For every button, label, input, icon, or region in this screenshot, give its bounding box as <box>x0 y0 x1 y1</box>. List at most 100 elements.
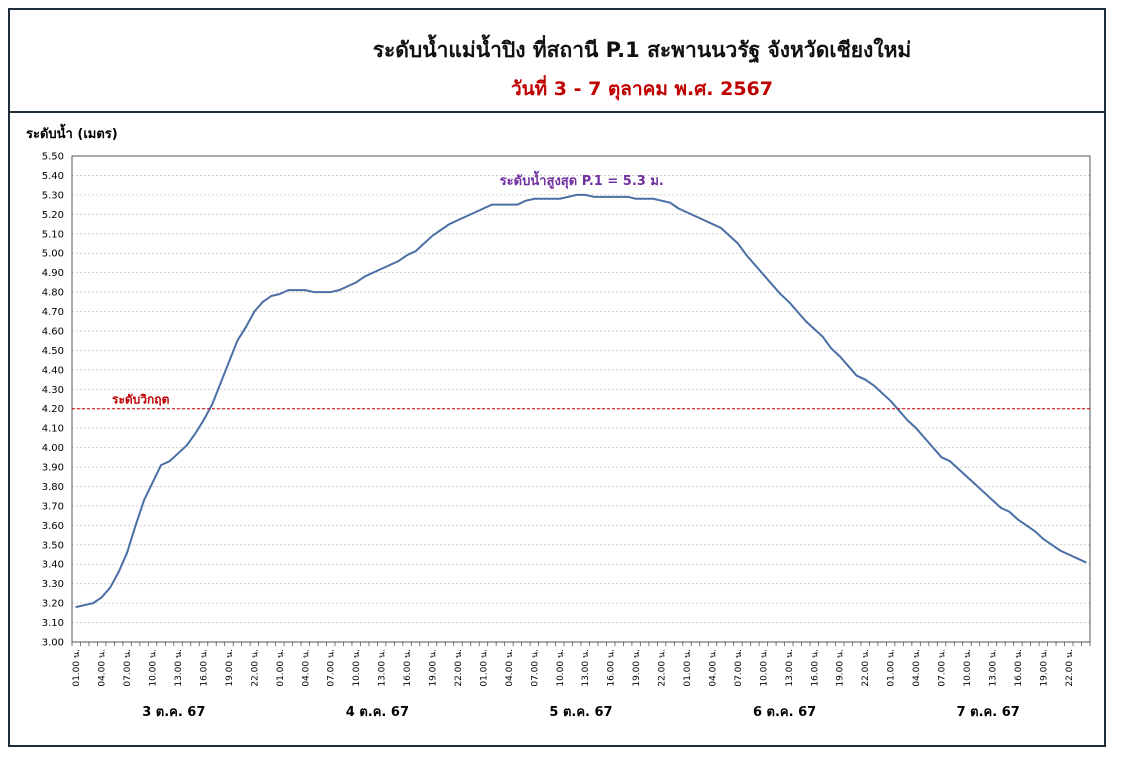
peak-annotation: ระดับน้ำสูงสุด P.1 = 5.3 ม. <box>500 170 664 189</box>
data-point <box>465 215 468 218</box>
data-point <box>974 483 977 486</box>
data-point <box>100 596 103 599</box>
data-point <box>720 227 722 229</box>
data-point <box>601 195 604 198</box>
x-tick-label: 10.00 น. <box>556 649 566 687</box>
data-point <box>295 289 298 292</box>
data-point <box>278 293 281 295</box>
data-point <box>143 499 146 501</box>
data-point <box>558 197 561 200</box>
data-point <box>160 464 162 466</box>
data-point <box>694 215 697 218</box>
axis-layer: 3.00 3.10 3.20 3.30 3.40 3.50 3.60 3.70 3.80 3.90… <box>42 152 1091 720</box>
water-level-line <box>76 193 1087 608</box>
y-tick-label: 3.10 <box>42 618 64 629</box>
data-point <box>482 207 485 210</box>
y-tick-label: 3.70 <box>42 501 64 512</box>
data-point <box>957 468 960 470</box>
data-point <box>321 291 324 293</box>
data-point <box>177 452 179 455</box>
data-point <box>448 223 451 225</box>
data-point <box>787 300 790 303</box>
x-tick-label: 13.00 น. <box>581 649 591 687</box>
x-tick-label: 07.00 น. <box>938 649 948 687</box>
grid-layer <box>72 175 1090 623</box>
y-tick-label: 5.40 <box>42 171 64 182</box>
data-point <box>414 250 417 253</box>
data-point <box>541 197 544 200</box>
data-point <box>75 606 78 608</box>
chart-header: ระดับน้ำแม่น้ำปิง ที่สถานี P.1 สะพานนวรั… <box>10 10 1104 113</box>
x-tick-label: 07.00 น. <box>734 649 744 687</box>
data-point <box>516 203 519 206</box>
y-tick-label: 5.30 <box>42 190 64 201</box>
x-tick-label: 04.00 น. <box>505 649 515 687</box>
x-tick-label: 07.00 น. <box>327 649 337 687</box>
x-tick-label: 13.00 น. <box>174 649 184 687</box>
data-point <box>507 203 510 206</box>
data-point <box>219 382 222 385</box>
data-point <box>855 374 858 377</box>
data-point <box>677 207 680 210</box>
y-tick-label: 4.00 <box>42 443 64 454</box>
chart-title: ระดับน้ำแม่น้ำปิง ที่สถานี P.1 สะพานนวรั… <box>372 38 912 62</box>
x-tick-label: 19.00 น. <box>836 649 846 687</box>
data-point <box>1000 506 1002 509</box>
data-point <box>762 273 765 276</box>
x-tick-label: 22.00 น. <box>1065 649 1075 687</box>
x-tick-label: 22.00 น. <box>454 649 464 687</box>
data-point <box>533 197 536 200</box>
data-point <box>1008 510 1011 513</box>
data-point <box>194 433 196 435</box>
data-point <box>168 460 171 463</box>
data-point <box>770 283 773 286</box>
data-point <box>847 365 850 367</box>
x-tick-label: 01.00 น. <box>276 649 286 687</box>
x-tick-label: 19.00 น. <box>1039 649 1049 687</box>
data-point <box>380 267 383 270</box>
x-tick-label: 19.00 น. <box>429 649 439 687</box>
data-point <box>253 310 256 313</box>
data-point <box>660 199 663 202</box>
data-point <box>567 195 570 198</box>
data-point <box>126 551 129 554</box>
y-tick-label: 5.00 <box>42 249 64 260</box>
data-point <box>372 271 375 274</box>
y-tick-label: 4.10 <box>42 424 64 435</box>
data-point <box>669 201 671 204</box>
data-point <box>228 361 230 363</box>
data-point <box>83 604 86 606</box>
x-tick-label: 04.00 น. <box>98 649 108 687</box>
data-point <box>906 419 909 422</box>
data-point <box>1042 538 1045 540</box>
y-tick-label: 4.70 <box>42 307 64 318</box>
data-point <box>796 310 799 313</box>
critical-level-label: ระดับวิกฤต <box>112 393 170 407</box>
y-tick-label: 3.30 <box>42 579 64 590</box>
data-point <box>1025 524 1028 527</box>
data-point <box>949 460 951 463</box>
data-point <box>1059 549 1062 552</box>
data-point <box>754 263 756 266</box>
annotation-layer: ระดับวิกฤต ระดับน้ำสูงสุด P.1 = 5.3 ม. <box>72 170 1090 410</box>
x-tick-label: 19.00 น. <box>225 649 235 687</box>
data-point <box>389 263 392 266</box>
data-point <box>1076 557 1079 560</box>
plot-area-border <box>71 155 1091 643</box>
data-point <box>236 339 239 342</box>
y-tick-label: 4.30 <box>42 385 64 396</box>
y-tick-label: 3.50 <box>42 540 64 551</box>
data-point <box>838 355 841 358</box>
x-tick-label: 13.00 น. <box>785 649 795 687</box>
day-label: 6 ต.ค. 67 <box>753 705 816 720</box>
y-tick-label: 3.00 <box>42 638 64 649</box>
y-tick-label: 5.50 <box>42 152 64 163</box>
data-point <box>711 223 714 225</box>
data-point <box>270 295 273 297</box>
y-tick-label: 5.20 <box>42 210 64 221</box>
data-point <box>185 444 188 447</box>
data-point <box>932 446 934 449</box>
data-point <box>474 211 476 214</box>
data-point <box>1084 561 1087 564</box>
y-axis-label: ระดับน้ำ (เมตร) <box>26 123 118 142</box>
